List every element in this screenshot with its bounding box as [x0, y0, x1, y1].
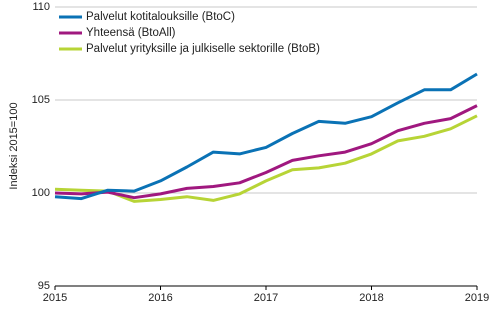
y-axis-label: Indeksi 2015=100: [8, 102, 20, 189]
x-tick-label: 2015: [43, 292, 67, 304]
y-tick-label: 105: [32, 94, 50, 106]
x-tick-label: 2019: [465, 292, 489, 304]
x-tick-label: 2017: [254, 292, 278, 304]
legend: Palvelut kotitalouksille (BtoC) Yhteensä …: [59, 11, 320, 55]
y-tick-label: 110: [32, 1, 50, 13]
legend-label: Palvelut yrityksille ja julkiselle sekto…: [86, 43, 320, 55]
legend-label: Palvelut kotitalouksille (BtoC): [86, 11, 235, 23]
legend-label: Yhteensä (BtoAll): [86, 27, 176, 39]
series-line: [54, 114, 478, 203]
series-line: [54, 104, 478, 200]
y-tick-label: 95: [38, 280, 50, 292]
x-tick-label: 2016: [148, 292, 172, 304]
x-tick-label: 2018: [359, 292, 383, 304]
series-line: [54, 72, 478, 201]
y-tick-label: 100: [32, 187, 50, 199]
